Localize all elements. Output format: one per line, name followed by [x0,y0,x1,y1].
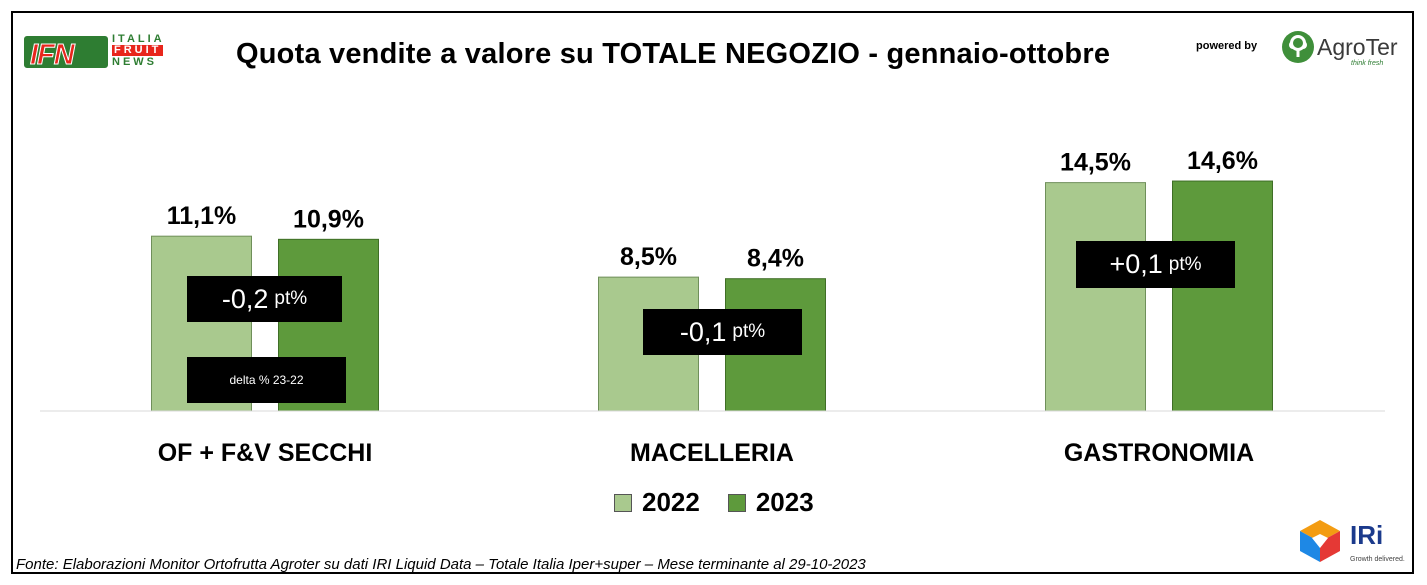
legend-label-2022: 2022 [642,487,700,517]
ifn-logo: IFN ITALIA FRUIT NEWS [24,34,166,74]
data-label-2022-3: 14,5% [1060,149,1131,177]
iri-logo-tagline: Growth delivered. [1350,556,1405,563]
legend-item-2023: 2023 [727,487,814,518]
chart-legend: 2022 2023 [614,487,832,518]
delta-note-label: delta % 23-22 [229,373,304,387]
iri-logo: IRi Growth delivered. [1296,518,1412,568]
category-label-3: GASTRONOMIA [1064,439,1254,467]
delta-value-2: -0,1 [679,316,727,347]
category-label-1: OF + F&V SECCHI [158,439,373,467]
legend-item-2022: 2022 [614,487,700,518]
data-label-2023-3: 14,6% [1187,147,1258,175]
data-label-2022-2: 8,5% [620,243,677,271]
ifn-logo-line2: FRUIT [112,44,164,56]
powered-by-label: powered by [1196,40,1258,52]
ifn-logo-line1: ITALIA [112,33,165,45]
agroter-logo-name: AgroTer [1317,34,1398,60]
bar-2022-3 [1045,182,1146,412]
ifn-logo-main: IFN [30,39,76,72]
category-label-2: MACELLERIA [630,439,794,467]
delta-box-1: -0,2 pt% [187,276,342,322]
legend-label-2023: 2023 [755,487,814,517]
data-label-2023-1: 10,9% [293,205,364,233]
bar-2023-3 [1172,180,1273,412]
iri-logo-name: IRi [1350,520,1384,550]
tree-icon [1282,31,1314,63]
legend-swatch-2022 [614,493,632,512]
delta-unit-2: pt% [732,321,766,342]
ifn-logo-box: IFN [24,36,108,72]
delta-unit-1: pt% [274,288,308,309]
delta-box-3: +0,1 pt% [1076,241,1235,288]
delta-value-1: -0,2 [221,283,269,314]
iri-cube-icon [1300,520,1340,562]
delta-note-box: delta % 23-22 [187,357,346,403]
delta-value-3: +0,1 [1109,249,1163,279]
agroter-logo-tagline: think fresh [1351,60,1384,67]
source-note: Fonte: Elaborazioni Monitor Ortofrutta A… [16,556,866,573]
delta-box-2: -0,1 pt% [643,309,802,355]
legend-swatch-2023 [727,493,746,512]
data-label-2022-1: 11,1% [167,202,237,230]
data-label-2023-2: 8,4% [747,245,804,273]
delta-unit-3: pt% [1168,253,1202,275]
chart-title: Quota vendite a valore su TOTALE NEGOZIO… [236,38,1111,70]
ifn-logo-line3: NEWS [112,56,157,68]
agroter-logo: AgroTer think fresh [1281,28,1407,68]
